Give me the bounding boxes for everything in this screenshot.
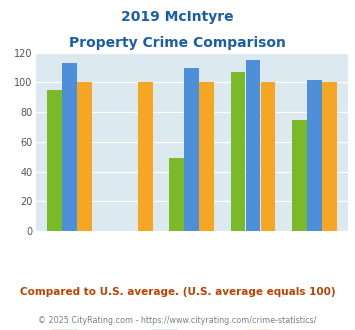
Bar	[47, 90, 61, 231]
Bar	[322, 82, 337, 231]
Text: 2019 McIntyre: 2019 McIntyre	[121, 10, 234, 24]
Text: Property Crime Comparison: Property Crime Comparison	[69, 36, 286, 50]
Bar	[231, 72, 245, 231]
Bar	[261, 82, 275, 231]
Bar	[246, 60, 260, 231]
Bar	[200, 82, 214, 231]
Bar	[169, 158, 184, 231]
Bar	[307, 80, 322, 231]
Bar	[62, 63, 77, 231]
Text: © 2025 CityRating.com - https://www.cityrating.com/crime-statistics/: © 2025 CityRating.com - https://www.city…	[38, 315, 317, 325]
Bar	[77, 82, 92, 231]
Bar	[138, 82, 153, 231]
Text: Compared to U.S. average. (U.S. average equals 100): Compared to U.S. average. (U.S. average …	[20, 287, 335, 297]
Bar	[184, 68, 199, 231]
Bar	[292, 119, 307, 231]
